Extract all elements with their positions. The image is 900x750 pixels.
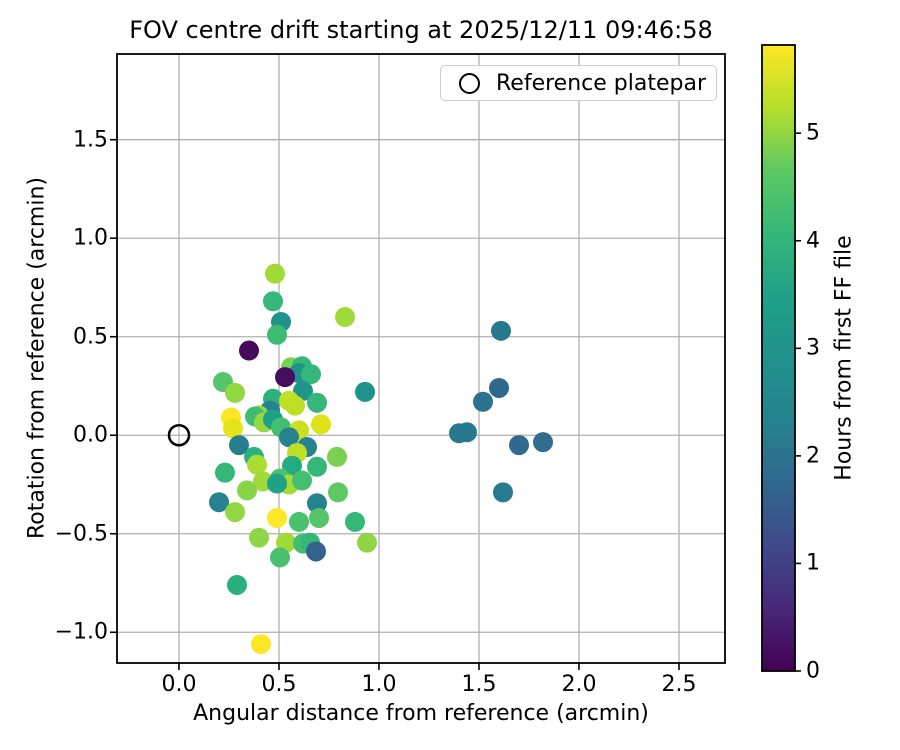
scatter-point xyxy=(345,511,365,532)
scatter-point xyxy=(229,435,249,456)
scatter-point xyxy=(267,473,287,494)
scatter-point xyxy=(509,435,529,456)
scatter-point xyxy=(301,364,321,385)
scatter-point xyxy=(223,418,243,439)
reference-platepar-marker xyxy=(167,423,191,447)
colorbar-tick-label: 0 xyxy=(806,658,820,684)
x-tick-label: 1.0 xyxy=(361,672,397,697)
x-axis-label: Angular distance from reference (arcmin) xyxy=(193,701,649,726)
y-tick-label: 1.0 xyxy=(73,225,108,251)
scatter-point xyxy=(307,392,327,413)
scatter-point xyxy=(275,367,295,388)
scatter-point xyxy=(491,320,511,341)
x-tick-label: 0.5 xyxy=(261,672,297,697)
scatter-point xyxy=(279,427,299,448)
colorbar-label: Hours from first FF file xyxy=(831,235,857,481)
scatter-point xyxy=(282,455,302,476)
scatter-point xyxy=(355,381,375,402)
scatter-point xyxy=(473,391,493,412)
y-tick-label: 0.0 xyxy=(73,422,108,448)
legend-label: Reference platepar xyxy=(496,70,706,96)
reference-platepar-marker-icon xyxy=(459,72,480,94)
scatter-point xyxy=(489,377,509,398)
scatter-point xyxy=(328,482,348,503)
scatter-point xyxy=(251,634,271,655)
plot-spines xyxy=(116,53,726,664)
scatter-point xyxy=(263,291,283,312)
x-tick-label: 2.5 xyxy=(661,672,697,697)
plot-title: FOV centre drift starting at 2025/12/11 … xyxy=(129,16,713,44)
colorbar-tick-label: 2 xyxy=(806,443,820,469)
scatter-point xyxy=(265,263,285,284)
colorbar-tick-label: 3 xyxy=(806,335,820,361)
scatter-point xyxy=(293,380,313,401)
scatter-point xyxy=(307,456,327,477)
colorbar-tick-label: 1 xyxy=(806,550,820,576)
scatter-point xyxy=(309,507,329,528)
colorbar-tick-label: 4 xyxy=(806,228,820,254)
scatter-point xyxy=(311,414,331,435)
colorbar-outline xyxy=(761,44,796,672)
x-tick-label: 2.0 xyxy=(561,672,597,697)
y-tick-label: 0.5 xyxy=(73,324,108,350)
scatter-point xyxy=(285,395,305,416)
scatter-point xyxy=(239,340,259,361)
y-tick-label: −1.0 xyxy=(54,619,108,645)
scatter-point xyxy=(457,422,477,443)
x-tick-label: 1.5 xyxy=(461,672,497,697)
scatter-point xyxy=(292,470,312,491)
scatter-point xyxy=(357,532,377,553)
scatter-point xyxy=(227,574,247,595)
scatter-point xyxy=(289,511,309,532)
legend: Reference platepar xyxy=(440,65,717,101)
scatter-point xyxy=(247,454,267,475)
x-tick-label: 0.0 xyxy=(161,672,197,697)
scatter-point xyxy=(225,502,245,523)
scatter-point xyxy=(225,382,245,403)
scatter-point xyxy=(215,462,235,483)
scatter-point xyxy=(533,432,553,453)
y-tick-label: 1.5 xyxy=(73,127,108,153)
y-tick-label: −0.5 xyxy=(54,521,108,547)
scatter-point xyxy=(327,446,347,467)
scatter-point xyxy=(335,307,355,328)
scatter-point xyxy=(270,547,290,568)
y-axis-label: Rotation from reference (arcmin) xyxy=(24,176,50,540)
scatter-point xyxy=(249,527,269,548)
scatter-point xyxy=(493,482,513,503)
scatter-point xyxy=(307,493,327,514)
scatter-point xyxy=(209,492,229,513)
colorbar-gradient xyxy=(762,45,795,671)
scatter-point xyxy=(237,480,257,501)
scatter-point xyxy=(267,324,287,345)
scatter-point xyxy=(306,541,326,562)
scatter-point xyxy=(267,507,287,528)
colorbar-tick-label: 5 xyxy=(806,120,820,146)
